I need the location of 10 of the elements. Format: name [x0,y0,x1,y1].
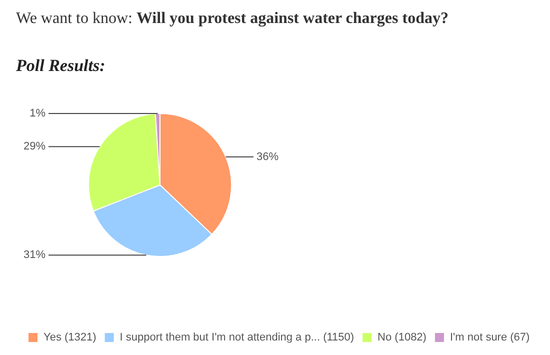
legend-label: I'm not sure (67) [450,332,530,344]
legend-label: No (1082) [378,332,426,344]
chart-title: We want to know: Will you protest against water charges today? [16,10,448,28]
data-label: 29% [23,140,46,153]
legend-label: Yes (1321) [44,332,96,344]
data-label: 31% [23,249,46,262]
data-label: 1% [30,108,46,120]
legend-label: I support them but I'm not attending a p... (1150) [120,332,354,344]
chart-subtitle: Poll Results: [16,56,106,76]
data-label: 36% [256,150,279,163]
